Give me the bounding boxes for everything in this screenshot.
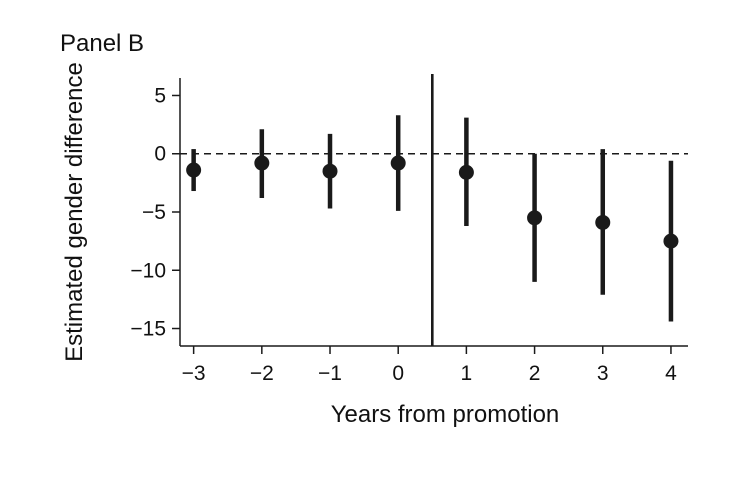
point-estimate <box>595 214 611 230</box>
point-estimate <box>390 155 406 171</box>
y-tick-label: 0 <box>154 143 166 166</box>
x-tick-label: 2 <box>529 362 541 385</box>
y-axis-label: Estimated gender difference <box>61 62 88 362</box>
point-estimate <box>527 210 543 226</box>
chart-marks <box>180 74 688 346</box>
x-tick-label: 4 <box>665 362 677 385</box>
x-tick-label: −2 <box>250 362 274 385</box>
point-estimate <box>322 163 338 179</box>
x-tick-label: 0 <box>392 362 404 385</box>
y-tick-label: −15 <box>130 318 166 341</box>
y-tick-label: 5 <box>154 84 166 107</box>
y-tick-label: −10 <box>130 259 166 282</box>
point-estimate <box>663 233 679 249</box>
x-tick-label: 3 <box>597 362 609 385</box>
point-estimate <box>458 164 474 180</box>
x-tick-label: 1 <box>461 362 473 385</box>
y-tick-label: −5 <box>142 201 166 224</box>
point-estimate <box>254 155 270 171</box>
axes: 50−5−10−15−3 −2 −1 0 1 2 3 4 <box>130 78 688 385</box>
panel-title: Panel B <box>60 30 145 57</box>
point-estimate <box>186 162 202 178</box>
x-tick-label: −3 <box>182 362 206 385</box>
x-tick-label: −1 <box>318 362 342 385</box>
x-axis-label: Years from promotion <box>331 401 560 428</box>
